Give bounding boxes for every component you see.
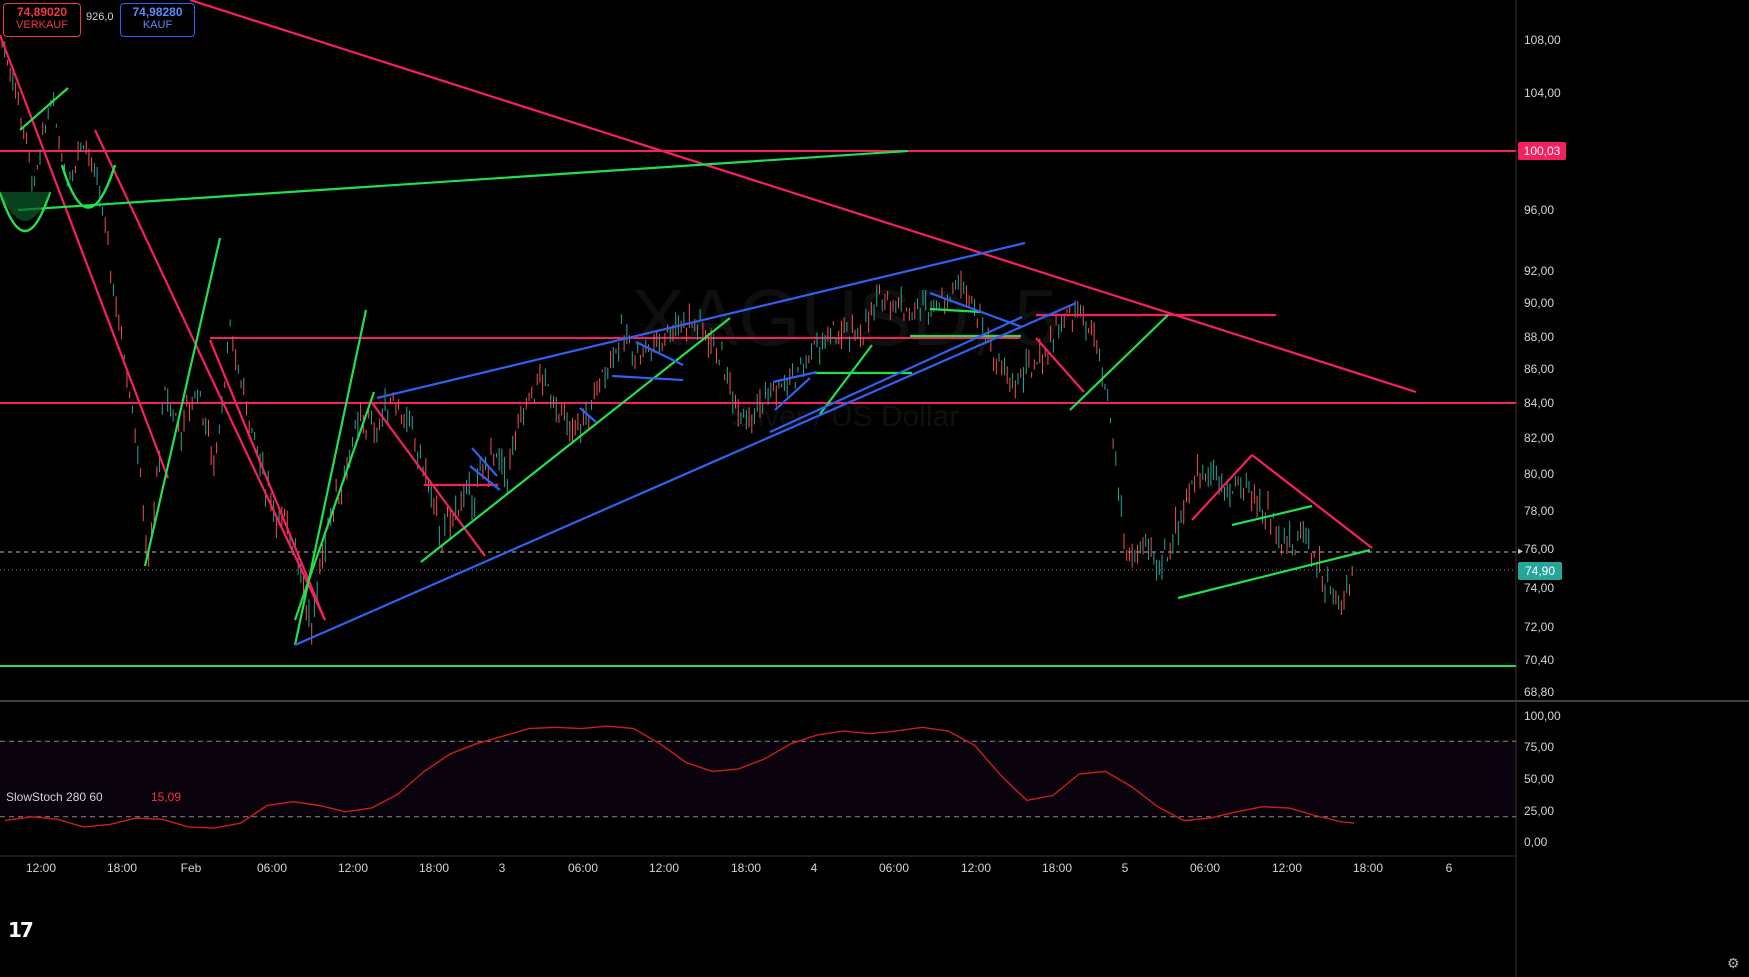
stoch-y-tick-label: 75,00 xyxy=(1524,740,1554,754)
y-tick-label: 96,00 xyxy=(1524,203,1554,217)
stoch-y-tick-label: 100,00 xyxy=(1524,709,1561,723)
y-tick-label: 104,00 xyxy=(1524,86,1561,100)
y-tick-label: 82,00 xyxy=(1524,431,1554,445)
trend-line xyxy=(420,317,731,563)
buy-price: 74,98280 xyxy=(132,5,183,19)
stoch-y-tick-label: 25,00 xyxy=(1524,804,1554,818)
x-tick-label: 18:00 xyxy=(1042,861,1072,875)
x-tick-label: 06:00 xyxy=(568,861,598,875)
x-tick-label: 12:00 xyxy=(338,861,368,875)
axes-layer: 108,00 104,00 100,03 96,00 92,00 90,00 88,00 86… xyxy=(26,33,1566,875)
y-tick-label: 92,00 xyxy=(1524,264,1554,278)
cup-fill xyxy=(0,192,50,221)
sell-price: 74,89020 xyxy=(16,5,68,19)
y-tick-label: 86,00 xyxy=(1524,362,1554,376)
x-tick-label: 18:00 xyxy=(107,861,137,875)
stoch-line xyxy=(4,725,1355,829)
trend-line xyxy=(929,307,982,314)
y-tick-label: 84,00 xyxy=(1524,396,1554,410)
y-tick-label: 72,00 xyxy=(1524,620,1554,634)
trend-line xyxy=(929,291,1023,329)
x-tick-label: Feb xyxy=(181,861,202,875)
trend-line xyxy=(1191,454,1253,521)
last-price-badge xyxy=(1518,562,1562,580)
trend-line xyxy=(94,129,326,621)
x-tick-label: 06:00 xyxy=(1190,861,1220,875)
trend-line xyxy=(774,377,811,411)
trend-line xyxy=(17,149,909,212)
y-tick-label: 100,03 xyxy=(1524,144,1561,158)
sell-button[interactable]: 74,89020 VERKAUF xyxy=(3,3,81,37)
y-tick-label: 88,00 xyxy=(1524,330,1554,344)
trend-line xyxy=(772,370,818,384)
y-tick-label: 90,00 xyxy=(1524,296,1554,310)
x-tick-label: 12:00 xyxy=(961,861,991,875)
trend-line xyxy=(294,301,1077,647)
x-tick-label: 06:00 xyxy=(879,861,909,875)
buy-button[interactable]: 74,98280 KAUF xyxy=(120,3,195,37)
trend-line xyxy=(376,241,1026,400)
trend-line xyxy=(611,374,684,382)
trend-line xyxy=(293,391,376,621)
gear-icon[interactable]: ⚙ xyxy=(1727,955,1740,971)
trend-line xyxy=(0,34,170,479)
x-tick-label: 18:00 xyxy=(731,861,761,875)
cup-pattern xyxy=(60,164,117,209)
x-tick-label: 5 xyxy=(1122,861,1129,875)
stoch-y-tick-label: 0,00 xyxy=(1524,835,1548,849)
trend-line xyxy=(579,407,597,423)
y-tick-label: 68,80 xyxy=(1524,685,1554,699)
x-tick-label: 12:00 xyxy=(1272,861,1302,875)
trend-line xyxy=(469,465,501,491)
watermark-description: Silver / US Dollar xyxy=(731,400,959,433)
y-tick-label: 74,90 xyxy=(1525,564,1555,578)
trend-line xyxy=(208,339,327,621)
trend-line xyxy=(369,399,486,557)
horizontal-levels xyxy=(0,150,1516,667)
x-tick-label: 4 xyxy=(811,861,818,875)
trend-line xyxy=(819,344,873,415)
stoch-y-tick-label: 50,00 xyxy=(1524,772,1554,786)
x-tick-label: 3 xyxy=(499,861,506,875)
trend-line xyxy=(1231,504,1313,527)
buy-label: KAUF xyxy=(142,19,173,31)
cup-pattern xyxy=(0,191,52,233)
trend-line xyxy=(1069,314,1169,411)
trend-line xyxy=(1035,337,1085,393)
y-tick-label: 70,40 xyxy=(1524,653,1554,667)
drawings-layer[interactable] xyxy=(0,0,1417,647)
indicator-name[interactable]: SlowStoch 280 60 xyxy=(6,790,103,804)
x-tick-label: 6 xyxy=(1446,861,1453,875)
trend-line xyxy=(189,0,1417,394)
y-tick-label: 80,00 xyxy=(1524,467,1554,481)
indicator-value: 15,09 xyxy=(151,790,182,804)
x-tick-label: 06:00 xyxy=(257,861,287,875)
trend-line xyxy=(635,341,684,366)
trend-line xyxy=(1251,454,1373,549)
stoch-panel xyxy=(0,725,1516,829)
trend-line xyxy=(471,447,498,477)
y-tick-label: 78,00 xyxy=(1524,504,1554,518)
crosshair-arrow: ▸ xyxy=(1518,546,1523,557)
y-tick-label: 108,00 xyxy=(1524,33,1561,47)
y-tick-label: 76,00 xyxy=(1524,542,1554,556)
tradingview-logo-icon[interactable]: 17 xyxy=(8,918,34,942)
sell-label: VERKAUF xyxy=(16,19,68,31)
trend-line xyxy=(19,87,69,131)
y-tick-label: 74,00 xyxy=(1524,581,1554,595)
trend-line xyxy=(143,237,222,567)
x-tick-label: 18:00 xyxy=(419,861,449,875)
watermark-symbol: XAGUSD, 5 xyxy=(632,273,1059,362)
x-tick-label: 12:00 xyxy=(26,861,56,875)
trend-line xyxy=(769,315,1023,434)
x-tick-label: 18:00 xyxy=(1353,861,1383,875)
level-badge xyxy=(1518,142,1566,160)
trend-line xyxy=(1177,548,1371,600)
spread-value: 926,0 xyxy=(86,11,114,23)
x-tick-label: 12:00 xyxy=(649,861,679,875)
stoch-band xyxy=(0,741,1516,817)
